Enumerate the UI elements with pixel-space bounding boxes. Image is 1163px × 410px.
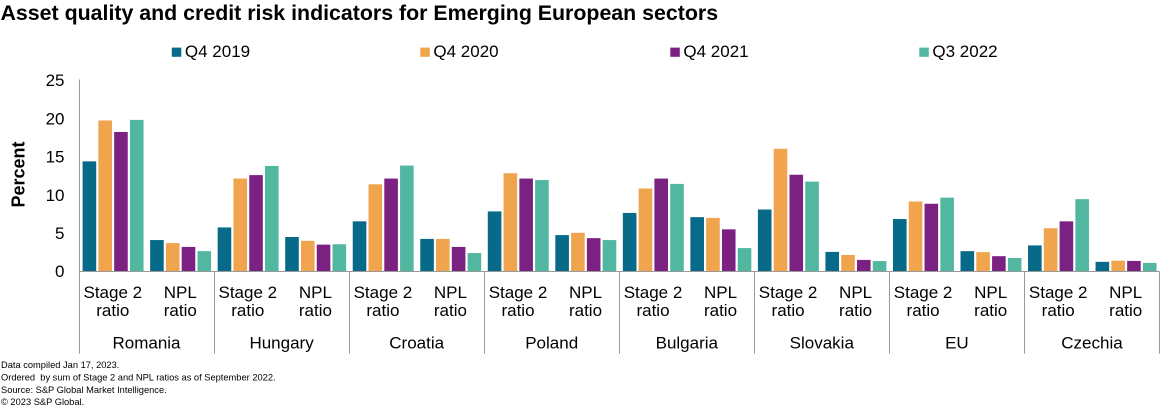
svg-text:ratio: ratio bbox=[974, 301, 1007, 320]
svg-text:Data compiled Jan 17, 2023.: Data compiled Jan 17, 2023. bbox=[1, 360, 119, 370]
svg-text:ratio: ratio bbox=[569, 301, 602, 320]
svg-text:Asset quality and credit risk: Asset quality and credit risk indicators… bbox=[1, 1, 719, 25]
svg-text:0: 0 bbox=[55, 262, 64, 281]
svg-text:NPL: NPL bbox=[704, 283, 737, 302]
svg-text:NPL: NPL bbox=[839, 283, 872, 302]
svg-text:Q3 2022: Q3 2022 bbox=[932, 42, 997, 61]
svg-text:NPL: NPL bbox=[974, 283, 1007, 302]
svg-text:ratio: ratio bbox=[1042, 301, 1075, 320]
svg-text:ratio: ratio bbox=[501, 301, 534, 320]
svg-text:Stage 2: Stage 2 bbox=[759, 283, 818, 302]
svg-text:Q4 2020: Q4 2020 bbox=[433, 42, 498, 61]
svg-text:Source: S&P Global Market Inte: Source: S&P Global Market Intelligence. bbox=[1, 385, 167, 395]
svg-text:ratio: ratio bbox=[231, 301, 264, 320]
svg-text:Stage 2: Stage 2 bbox=[354, 283, 413, 302]
svg-text:Stage 2: Stage 2 bbox=[489, 283, 548, 302]
svg-text:15: 15 bbox=[46, 148, 65, 167]
svg-text:NPL: NPL bbox=[434, 283, 467, 302]
svg-text:5: 5 bbox=[55, 224, 64, 243]
svg-text:ratio: ratio bbox=[636, 301, 669, 320]
svg-text:NPL: NPL bbox=[299, 283, 332, 302]
svg-text:Q4 2019: Q4 2019 bbox=[185, 42, 250, 61]
svg-text:Stage 2: Stage 2 bbox=[894, 283, 953, 302]
svg-text:Bulgaria: Bulgaria bbox=[656, 334, 719, 353]
svg-text:ratio: ratio bbox=[907, 301, 940, 320]
svg-text:Stage 2: Stage 2 bbox=[624, 283, 683, 302]
svg-text:Hungary: Hungary bbox=[249, 334, 314, 353]
svg-text:NPL: NPL bbox=[569, 283, 602, 302]
svg-text:Croatia: Croatia bbox=[389, 334, 444, 353]
svg-text:Slovakia: Slovakia bbox=[790, 334, 855, 353]
svg-text:Q4 2021: Q4 2021 bbox=[683, 42, 748, 61]
svg-text:© 2023 S&P Global.: © 2023 S&P Global. bbox=[1, 397, 84, 407]
svg-text:ratio: ratio bbox=[839, 301, 872, 320]
svg-text:25: 25 bbox=[46, 71, 65, 90]
svg-text:Stage 2: Stage 2 bbox=[83, 283, 142, 302]
svg-text:20: 20 bbox=[46, 109, 65, 128]
svg-text:10: 10 bbox=[46, 186, 65, 205]
svg-text:Czechia: Czechia bbox=[1061, 334, 1123, 353]
svg-text:ratio: ratio bbox=[96, 301, 129, 320]
svg-text:ratio: ratio bbox=[1109, 301, 1142, 320]
svg-text:Stage 2: Stage 2 bbox=[218, 283, 277, 302]
svg-text:Romania: Romania bbox=[112, 334, 181, 353]
svg-text:ratio: ratio bbox=[299, 301, 332, 320]
svg-text:EU: EU bbox=[945, 334, 969, 353]
svg-text:ratio: ratio bbox=[772, 301, 805, 320]
svg-text:ratio: ratio bbox=[434, 301, 467, 320]
svg-text:NPL: NPL bbox=[1109, 283, 1142, 302]
svg-text:NPL: NPL bbox=[164, 283, 197, 302]
svg-text:ratio: ratio bbox=[366, 301, 399, 320]
svg-text:ratio: ratio bbox=[164, 301, 197, 320]
svg-text:Stage 2: Stage 2 bbox=[1029, 283, 1088, 302]
svg-text:Ordered by sum of Stage 2 and: Ordered by sum of Stage 2 and NPL ratios… bbox=[1, 372, 276, 382]
svg-text:ratio: ratio bbox=[704, 301, 737, 320]
svg-text:Poland: Poland bbox=[525, 334, 578, 353]
svg-text:Percent: Percent bbox=[9, 141, 29, 207]
